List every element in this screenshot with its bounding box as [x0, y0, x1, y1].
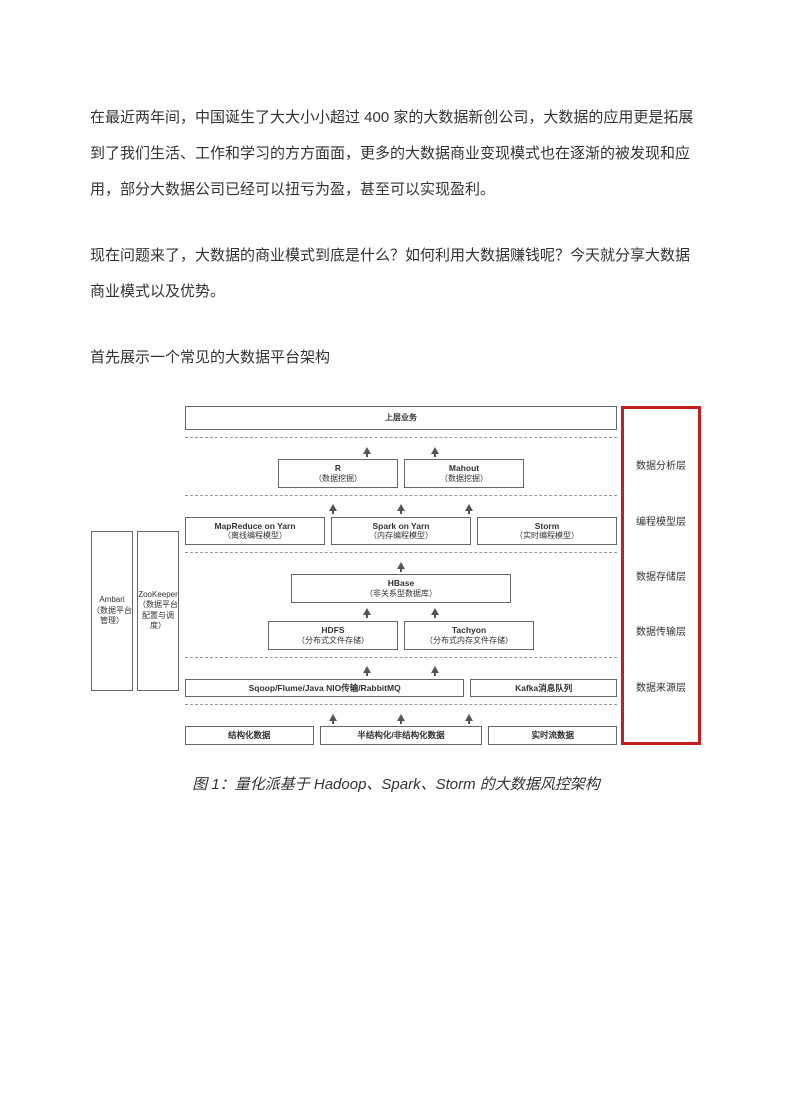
r-box: R（数据挖掘）	[278, 459, 398, 488]
architecture-diagram: Ambari （数据平台管理） ZooKeeper （数据平台配置与调度） 上层…	[91, 406, 701, 745]
ambari-box: Ambari （数据平台管理）	[91, 531, 133, 691]
semistructured-box: 半结构化/非结构化数据	[320, 726, 483, 745]
arrow-icon	[363, 666, 371, 673]
storm-box: Storm（实时编程模型）	[477, 517, 617, 546]
label-store: 数据存储层	[628, 564, 694, 587]
sqoop-box: Sqoop/Flume/Java NIO传输/RabbitMQ	[185, 679, 464, 698]
hbase-box: HBase（非关系型数据库）	[291, 574, 511, 603]
structured-box: 结构化数据	[185, 726, 314, 745]
arrow-icon	[465, 504, 473, 511]
spark-box: Spark on Yarn（内存编程模型）	[331, 517, 471, 546]
arrow-icon	[465, 714, 473, 721]
layer-labels: 数据分析层 编程模型层 数据存储层 数据传输层 数据来源层	[621, 406, 701, 745]
arrow-icon	[397, 714, 405, 721]
paragraph-2: 现在问题来了，大数据的商业模式到底是什么？如何利用大数据赚钱呢？今天就分享大数据…	[90, 238, 702, 310]
figure-caption: 图 1：量化派基于 Hadoop、Spark、Storm 的大数据风控架构	[90, 773, 702, 794]
tachyon-box: Tachyon（分布式内存文件存储）	[404, 621, 534, 650]
center-stack: 上层业务 R（数据挖掘） Mahout（数据挖掘） MapReduce on Y…	[185, 406, 617, 745]
arrow-icon	[431, 447, 439, 454]
mahout-box: Mahout（数据挖掘）	[404, 459, 524, 488]
arrow-icon	[329, 714, 337, 721]
arrow-icon	[397, 562, 405, 569]
paragraph-1: 在最近两年间，中国诞生了大大小小超过 400 家的大数据新创公司，大数据的应用更…	[90, 100, 702, 208]
label-transfer: 数据传输层	[628, 619, 694, 642]
label-analysis: 数据分析层	[628, 453, 694, 476]
label-model: 编程模型层	[628, 509, 694, 532]
hdfs-box: HDFS（分布式文件存储）	[268, 621, 398, 650]
left-columns: Ambari （数据平台管理） ZooKeeper （数据平台配置与调度）	[91, 406, 179, 745]
mapreduce-box: MapReduce on Yarn（离线编程模型）	[185, 517, 325, 546]
arrow-icon	[397, 504, 405, 511]
arrow-icon	[329, 504, 337, 511]
label-source: 数据来源层	[628, 675, 694, 698]
arrow-icon	[431, 608, 439, 615]
arrow-icon	[363, 608, 371, 615]
top-business-box: 上层业务	[185, 406, 617, 430]
zookeeper-box: ZooKeeper （数据平台配置与调度）	[137, 531, 179, 691]
realtime-box: 实时流数据	[488, 726, 617, 745]
paragraph-3: 首先展示一个常见的大数据平台架构	[90, 340, 702, 376]
kafka-box: Kafka消息队列	[470, 679, 617, 698]
arrow-icon	[363, 447, 371, 454]
arrow-icon	[431, 666, 439, 673]
